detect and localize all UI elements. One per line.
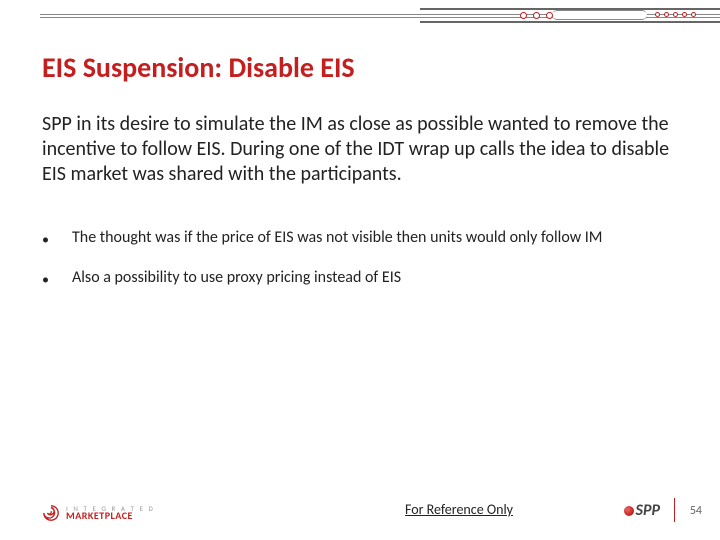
ring-icon (691, 12, 696, 17)
ring-icon (520, 12, 527, 19)
ring-icon (546, 12, 553, 19)
swirl-icon (42, 504, 60, 522)
ring-icon (682, 12, 687, 17)
slide-title: EIS Suspension: Disable EIS (42, 50, 678, 85)
decoration-dots-right (655, 12, 696, 17)
logo-spp: SPP (624, 501, 660, 520)
ring-icon (533, 12, 540, 19)
bullet-item: • Also a possibility to use proxy pricin… (42, 268, 700, 290)
slide: EIS Suspension: Disable EIS SPP in its d… (0, 0, 720, 540)
ring-icon (655, 12, 660, 17)
spp-dot-icon (624, 506, 634, 516)
footer-divider (674, 498, 675, 522)
bullet-list: • The thought was if the price of EIS wa… (42, 228, 700, 307)
logo-line2: MARKETPLACE (66, 512, 155, 521)
bullet-marker: • (42, 228, 72, 250)
decoration-dots-left (520, 12, 553, 19)
decoration-connector (552, 10, 647, 20)
logo-text: I N T E G R A T E D MARKETPLACE (66, 506, 155, 520)
decoration-line-thick (420, 21, 720, 23)
bullet-marker: • (42, 268, 72, 290)
bullet-text: Also a possibility to use proxy pricing … (72, 268, 700, 289)
ring-icon (664, 12, 669, 17)
top-decoration (0, 0, 720, 28)
bullet-text: The thought was if the price of EIS was … (72, 228, 700, 249)
footer: I N T E G R A T E D MARKETPLACE For Refe… (0, 492, 720, 522)
page-number: 54 (690, 504, 702, 518)
logo-integrated-marketplace: I N T E G R A T E D MARKETPLACE (42, 504, 155, 522)
spp-text: SPP (636, 501, 660, 520)
body-paragraph: SPP in its desire to simulate the IM as … (42, 112, 678, 187)
bullet-item: • The thought was if the price of EIS wa… (42, 228, 700, 250)
reference-only-label: For Reference Only (405, 501, 513, 518)
ring-icon (673, 12, 678, 17)
